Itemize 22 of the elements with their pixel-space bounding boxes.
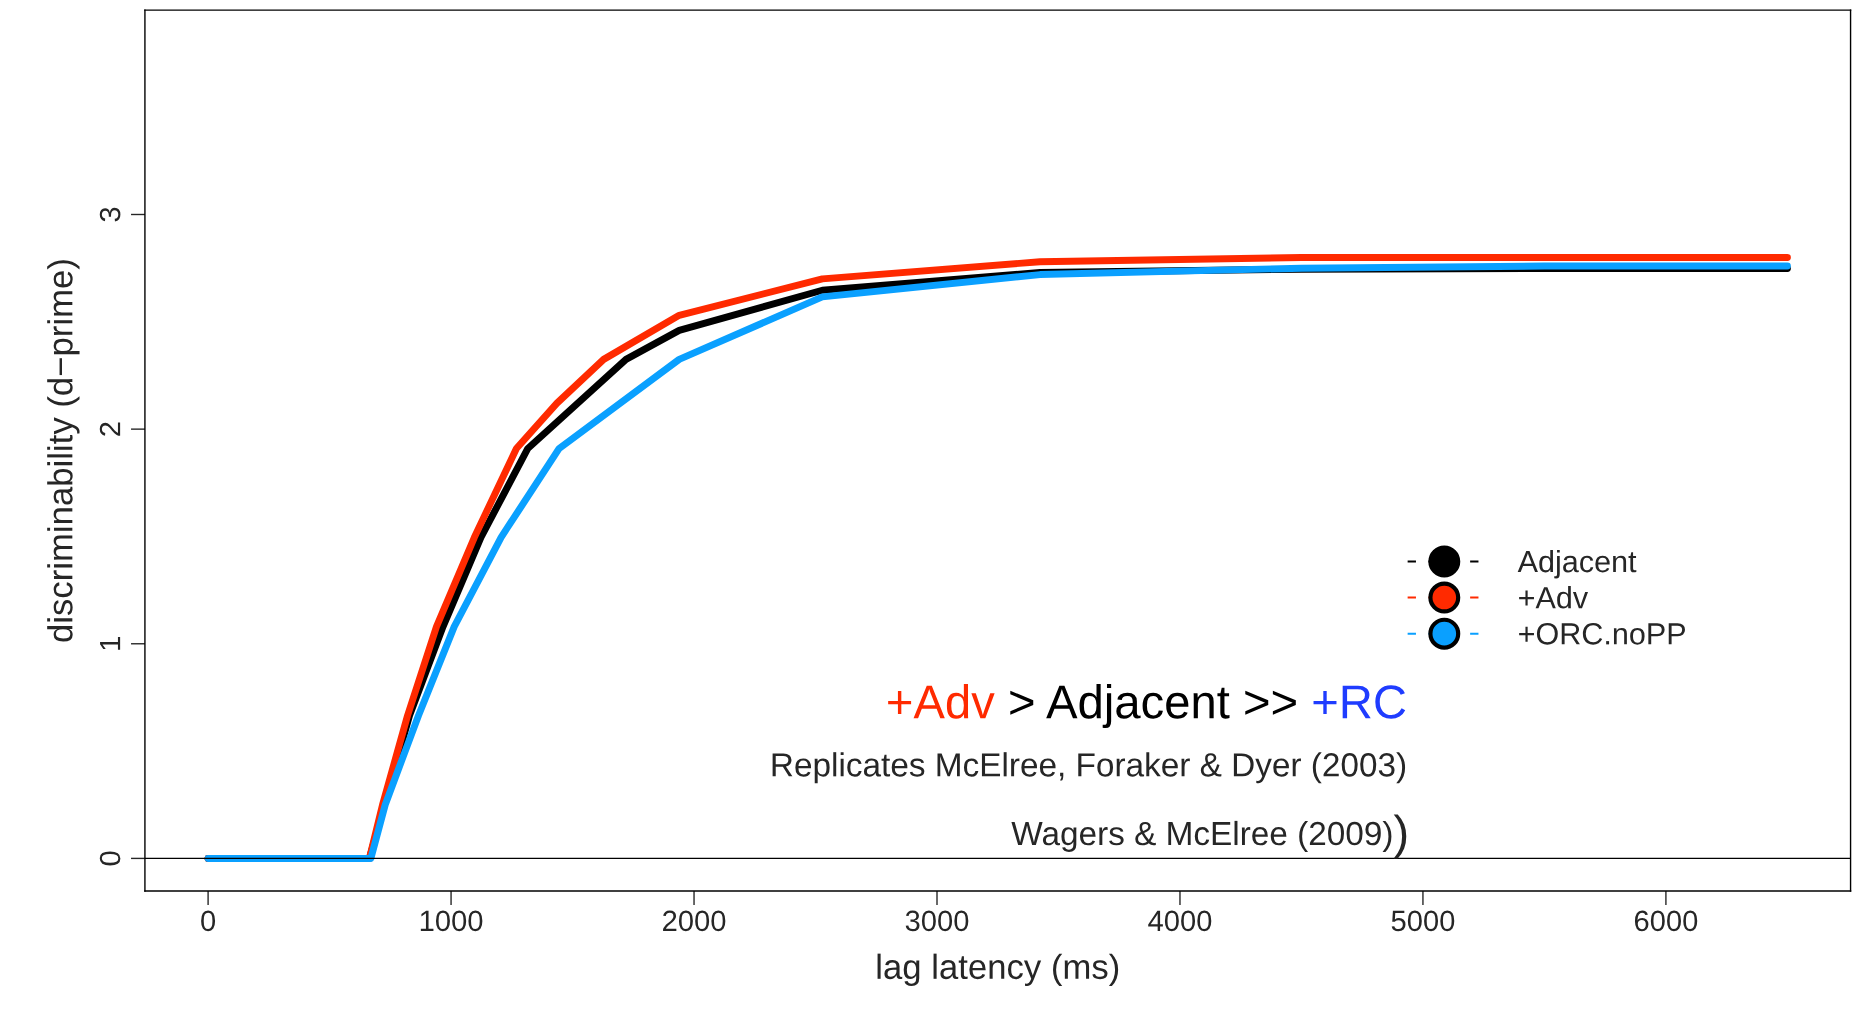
- x-tick-label: 6000: [1634, 910, 1698, 932]
- x-tick-label: 0: [201, 910, 216, 932]
- y-tick-label: 1: [100, 637, 121, 650]
- y-tick-label: 3: [99, 207, 121, 222]
- annotation: Wagers & McElree (2009): [1011, 820, 1392, 852]
- x-axis-title: lag latency (ms): [877, 953, 1119, 987]
- legend-label: +ORC.noPP: [1519, 623, 1685, 645]
- legend-label: Adjacent: [1517, 549, 1637, 579]
- y-tick-label: 2: [99, 422, 121, 436]
- x-tick-label: 3000: [905, 910, 969, 932]
- annotation: +RC: [1313, 685, 1406, 719]
- annotation: +Adv: [888, 684, 995, 719]
- x-tick-label: 5000: [1391, 910, 1455, 932]
- x-tick-label: 1000: [420, 910, 483, 932]
- legend-label: +Adv: [1519, 586, 1589, 609]
- y-tick-label: 0: [99, 851, 121, 866]
- annotation: Replicates McElree, Foraker & Dyer (2003): [772, 752, 1406, 784]
- annotation: ): [1393, 814, 1407, 859]
- y-axis-title: discriminability (d−prime): [47, 260, 80, 642]
- annotation: > Adjacent >>: [1010, 684, 1296, 729]
- x-tick-label: 4000: [1148, 910, 1212, 932]
- x-tick-label: 2000: [663, 910, 726, 932]
